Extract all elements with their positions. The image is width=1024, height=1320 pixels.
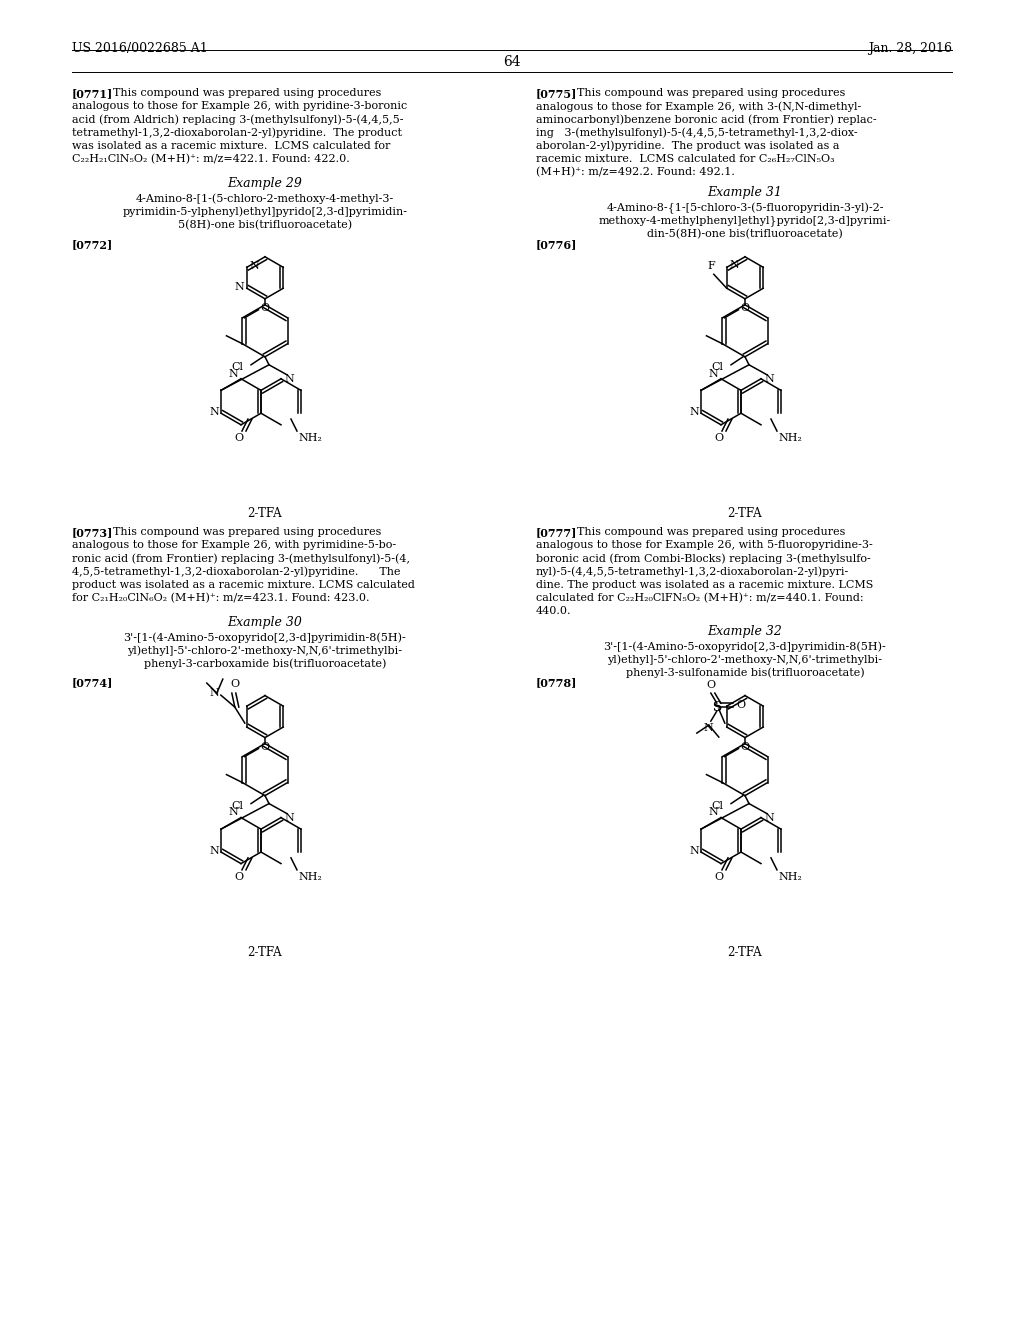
Text: N: N — [209, 688, 219, 698]
Text: NH₂: NH₂ — [779, 433, 803, 444]
Text: 4-Amino-8-[1-(5-chloro-2-methoxy-4-methyl-3-: 4-Amino-8-[1-(5-chloro-2-methoxy-4-methy… — [136, 193, 394, 203]
Text: Example 31: Example 31 — [708, 186, 782, 199]
Text: N: N — [250, 261, 259, 272]
Text: N: N — [228, 368, 238, 379]
Text: analogous to those for Example 26, with pyridine-3-boronic: analogous to those for Example 26, with … — [72, 102, 408, 111]
Text: N: N — [284, 374, 294, 384]
Text: [0772]: [0772] — [72, 239, 114, 249]
Text: F: F — [707, 261, 715, 272]
Text: O: O — [234, 433, 244, 444]
Text: N: N — [709, 808, 718, 817]
Text: O: O — [260, 742, 269, 751]
Text: This compound was prepared using procedures: This compound was prepared using procedu… — [113, 88, 381, 98]
Text: N: N — [209, 408, 219, 417]
Text: C₂₂H₂₁ClN₅O₂ (M+H)⁺: m/z=422.1. Found: 422.0.: C₂₂H₂₁ClN₅O₂ (M+H)⁺: m/z=422.1. Found: 4… — [72, 154, 350, 164]
Text: tetramethyl-1,3,2-dioxaborolan-2-yl)pyridine.  The product: tetramethyl-1,3,2-dioxaborolan-2-yl)pyri… — [72, 128, 402, 139]
Text: analogous to those for Example 26, with pyrimidine-5-bo-: analogous to those for Example 26, with … — [72, 540, 396, 550]
Text: calculated for C₂₂H₂₀ClFN₅O₂ (M+H)⁺: m/z=440.1. Found:: calculated for C₂₂H₂₀ClFN₅O₂ (M+H)⁺: m/z… — [536, 593, 863, 603]
Text: US 2016/0022685 A1: US 2016/0022685 A1 — [72, 42, 208, 55]
Text: boronic acid (from Combi-Blocks) replacing 3-(methylsulfo-: boronic acid (from Combi-Blocks) replaci… — [536, 553, 870, 564]
Text: O: O — [737, 700, 745, 710]
Text: 2-TFA: 2-TFA — [728, 945, 762, 958]
Text: N: N — [730, 260, 739, 271]
Text: ronic acid (from Frontier) replacing 3-(methylsulfonyl)-5-(4,: ronic acid (from Frontier) replacing 3-(… — [72, 553, 410, 564]
Text: methoxy-4-methylphenyl]ethyl}pyrido[2,3-d]pyrimi-: methoxy-4-methylphenyl]ethyl}pyrido[2,3-… — [599, 215, 891, 227]
Text: O: O — [230, 678, 240, 689]
Text: Cl: Cl — [231, 362, 243, 372]
Text: [0777]: [0777] — [536, 527, 578, 537]
Text: 440.0.: 440.0. — [536, 606, 571, 616]
Text: [0774]: [0774] — [72, 677, 114, 689]
Text: This compound was prepared using procedures: This compound was prepared using procedu… — [113, 527, 381, 537]
Text: [0776]: [0776] — [536, 239, 578, 249]
Text: 64: 64 — [503, 55, 521, 69]
Text: N: N — [709, 368, 718, 379]
Text: S: S — [713, 701, 721, 714]
Text: O: O — [740, 742, 750, 751]
Text: (M+H)⁺: m/z=492.2. Found: 492.1.: (M+H)⁺: m/z=492.2. Found: 492.1. — [536, 168, 735, 177]
Text: [0771]: [0771] — [72, 88, 114, 99]
Text: N: N — [228, 808, 238, 817]
Text: aminocarbonyl)benzene boronic acid (from Frontier) replac-: aminocarbonyl)benzene boronic acid (from… — [536, 115, 877, 125]
Text: O: O — [234, 871, 244, 882]
Text: O: O — [740, 302, 750, 313]
Text: [0773]: [0773] — [72, 527, 114, 537]
Text: yl)ethyl]-5'-chloro-2'-methoxy-N,N,6'-trimethylbi-: yl)ethyl]-5'-chloro-2'-methoxy-N,N,6'-tr… — [607, 655, 883, 665]
Text: Cl: Cl — [711, 801, 723, 810]
Text: N: N — [764, 374, 774, 384]
Text: N: N — [689, 408, 699, 417]
Text: N: N — [284, 813, 294, 822]
Text: 2-TFA: 2-TFA — [248, 507, 283, 520]
Text: N: N — [703, 723, 714, 733]
Text: This compound was prepared using procedures: This compound was prepared using procedu… — [577, 88, 846, 98]
Text: for C₂₁H₂₀ClN₆O₂ (M+H)⁺: m/z=423.1. Found: 423.0.: for C₂₁H₂₀ClN₆O₂ (M+H)⁺: m/z=423.1. Foun… — [72, 593, 370, 603]
Text: [0775]: [0775] — [536, 88, 578, 99]
Text: [0778]: [0778] — [536, 677, 578, 689]
Text: NH₂: NH₂ — [299, 871, 323, 882]
Text: 3'-[1-(4-Amino-5-oxopyrido[2,3-d]pyrimidin-8(5H)-: 3'-[1-(4-Amino-5-oxopyrido[2,3-d]pyrimid… — [124, 632, 407, 643]
Text: NH₂: NH₂ — [299, 433, 323, 444]
Text: 2-TFA: 2-TFA — [248, 945, 283, 958]
Text: Cl: Cl — [711, 362, 723, 372]
Text: 5(8H)-one bis(trifluoroacetate): 5(8H)-one bis(trifluoroacetate) — [178, 219, 352, 230]
Text: dine. The product was isolated as a racemic mixture. LCMS: dine. The product was isolated as a race… — [536, 579, 873, 590]
Text: aborolan-2-yl)pyridine.  The product was isolated as a: aborolan-2-yl)pyridine. The product was … — [536, 141, 840, 152]
Text: yl)ethyl]-5'-chloro-2'-methoxy-N,N,6'-trimethylbi-: yl)ethyl]-5'-chloro-2'-methoxy-N,N,6'-tr… — [128, 645, 402, 656]
Text: was isolated as a racemic mixture.  LCMS calculated for: was isolated as a racemic mixture. LCMS … — [72, 141, 390, 150]
Text: 2-TFA: 2-TFA — [728, 507, 762, 520]
Text: Jan. 28, 2016: Jan. 28, 2016 — [868, 42, 952, 55]
Text: Cl: Cl — [231, 801, 243, 810]
Text: pyrimidin-5-ylphenyl)ethyl]pyrido[2,3-d]pyrimidin-: pyrimidin-5-ylphenyl)ethyl]pyrido[2,3-d]… — [123, 206, 408, 216]
Text: 4,5,5-tetramethyl-1,3,2-dioxaborolan-2-yl)pyridine.      The: 4,5,5-tetramethyl-1,3,2-dioxaborolan-2-y… — [72, 566, 400, 577]
Text: N: N — [689, 846, 699, 857]
Text: ing   3-(methylsulfonyl)-5-(4,4,5,5-tetramethyl-1,3,2-diox-: ing 3-(methylsulfonyl)-5-(4,4,5,5-tetram… — [536, 128, 858, 139]
Text: O: O — [715, 433, 724, 444]
Text: 4-Amino-8-{1-[5-chloro-3-(5-fluoropyridin-3-yl)-2-: 4-Amino-8-{1-[5-chloro-3-(5-fluoropyridi… — [606, 202, 884, 214]
Text: O: O — [260, 302, 269, 313]
Text: racemic mixture.  LCMS calculated for C₂₆H₂₇ClN₅O₃: racemic mixture. LCMS calculated for C₂₆… — [536, 154, 835, 164]
Text: product was isolated as a racemic mixture. LCMS calculated: product was isolated as a racemic mixtur… — [72, 579, 415, 590]
Text: Example 30: Example 30 — [227, 616, 302, 630]
Text: analogous to those for Example 26, with 3-(N,N-dimethyl-: analogous to those for Example 26, with … — [536, 102, 861, 112]
Text: NH₂: NH₂ — [779, 871, 803, 882]
Text: N: N — [234, 282, 244, 292]
Text: O: O — [715, 871, 724, 882]
Text: N: N — [764, 813, 774, 822]
Text: phenyl-3-carboxamide bis(trifluoroacetate): phenyl-3-carboxamide bis(trifluoroacetat… — [143, 659, 386, 669]
Text: Example 29: Example 29 — [227, 177, 302, 190]
Text: N: N — [209, 846, 219, 857]
Text: Example 32: Example 32 — [708, 626, 782, 638]
Text: din-5(8H)-one bis(trifluoroacetate): din-5(8H)-one bis(trifluoroacetate) — [647, 228, 843, 239]
Text: 3'-[1-(4-Amino-5-oxopyrido[2,3-d]pyrimidin-8(5H)-: 3'-[1-(4-Amino-5-oxopyrido[2,3-d]pyrimid… — [603, 642, 887, 652]
Text: O: O — [707, 680, 716, 690]
Text: analogous to those for Example 26, with 5-fluoropyridine-3-: analogous to those for Example 26, with … — [536, 540, 872, 550]
Text: This compound was prepared using procedures: This compound was prepared using procedu… — [577, 527, 846, 537]
Text: nyl)-5-(4,4,5,5-tetramethyl-1,3,2-dioxaborolan-2-yl)pyri-: nyl)-5-(4,4,5,5-tetramethyl-1,3,2-dioxab… — [536, 566, 849, 577]
Text: acid (from Aldrich) replacing 3-(methylsulfonyl)-5-(4,4,5,5-: acid (from Aldrich) replacing 3-(methyls… — [72, 115, 403, 125]
Text: phenyl-3-sulfonamide bis(trifluoroacetate): phenyl-3-sulfonamide bis(trifluoroacetat… — [626, 668, 864, 678]
